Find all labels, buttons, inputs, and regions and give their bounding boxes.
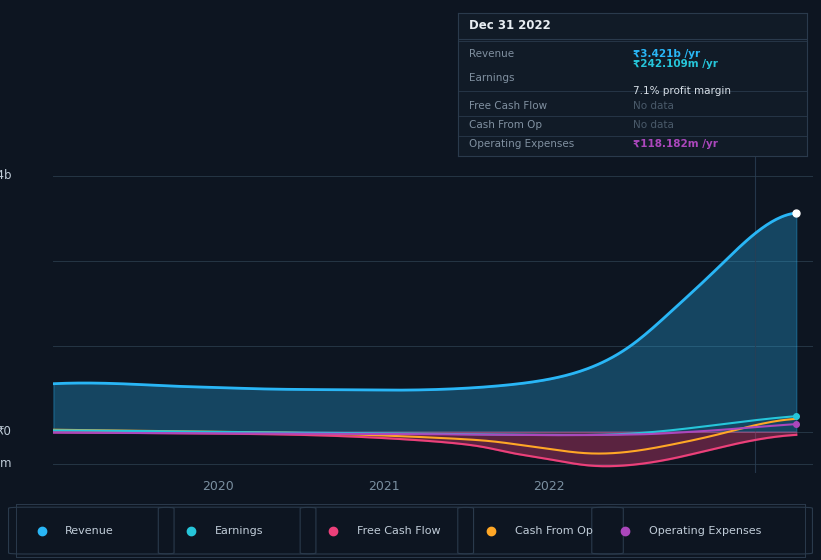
Text: Earnings: Earnings [469, 73, 514, 83]
Text: Cash From Op: Cash From Op [515, 526, 593, 535]
Text: Free Cash Flow: Free Cash Flow [357, 526, 441, 535]
Text: Dec 31 2022: Dec 31 2022 [469, 19, 550, 32]
Text: No data: No data [633, 101, 673, 111]
Text: ₹3.421b /yr: ₹3.421b /yr [633, 49, 699, 59]
Text: -₹500m: -₹500m [0, 457, 11, 470]
Text: ₹0: ₹0 [0, 425, 11, 438]
Text: ₹4b: ₹4b [0, 170, 11, 183]
Text: Revenue: Revenue [469, 49, 514, 59]
Text: Operating Expenses: Operating Expenses [469, 139, 574, 150]
Text: Revenue: Revenue [66, 526, 114, 535]
Text: 7.1% profit margin: 7.1% profit margin [633, 86, 731, 96]
Text: Free Cash Flow: Free Cash Flow [469, 101, 547, 111]
Text: Earnings: Earnings [215, 526, 264, 535]
Text: Cash From Op: Cash From Op [469, 120, 542, 130]
Text: No data: No data [633, 120, 673, 130]
Text: ₹118.182m /yr: ₹118.182m /yr [633, 139, 718, 150]
Text: ₹242.109m /yr: ₹242.109m /yr [633, 59, 718, 68]
Text: Operating Expenses: Operating Expenses [649, 526, 761, 535]
